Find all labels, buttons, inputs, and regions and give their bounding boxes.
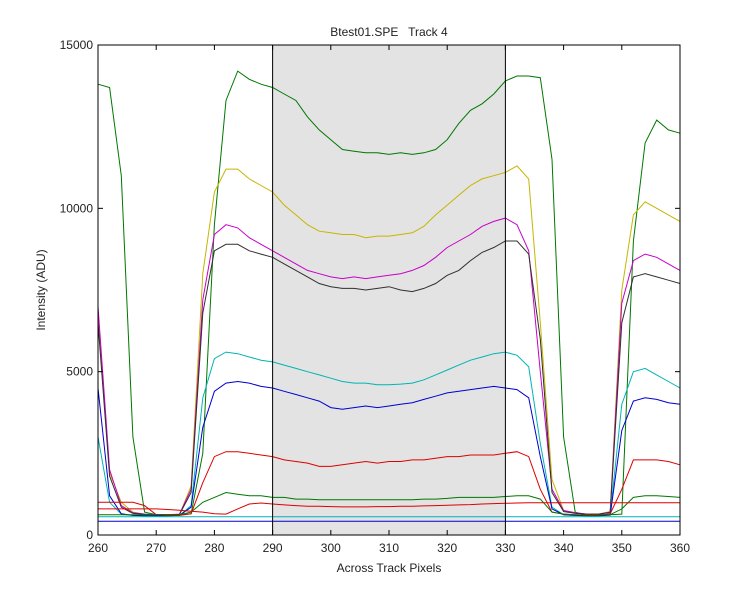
chart-title: Btest01.SPE Track 4 [330,25,448,39]
y-axis-label: Intensity (ADU) [34,249,48,330]
ticks-layer: 260 270 280 290 300 310 320 330 340 350 360 0 5000 10… [60,38,691,555]
x-tick-label: 290 [263,541,283,555]
y-tick-label: 5000 [66,365,93,379]
x-tick-label: 310 [379,541,399,555]
x-tick-label: 350 [612,541,632,555]
x-axis-label: Across Track Pixels [337,561,442,575]
y-tick-label: 0 [86,528,93,542]
series-line-9 [98,502,680,515]
series-layer [97,70,681,522]
x-tick-label: 260 [88,541,108,555]
x-tick-label: 280 [204,541,224,555]
x-tick-label: 300 [321,541,341,555]
x-tick-label: 340 [554,541,574,555]
series-line-4 [97,240,681,516]
highlight-band [272,45,506,535]
x-tick-label: 270 [146,541,166,555]
x-tick-label: 360 [670,541,690,555]
series-line-8 [98,491,681,516]
y-tick-label: 10000 [60,201,94,215]
x-tick-label: 330 [495,541,515,555]
y-tick-label: 15000 [60,38,94,52]
x-tick-label: 320 [437,541,457,555]
